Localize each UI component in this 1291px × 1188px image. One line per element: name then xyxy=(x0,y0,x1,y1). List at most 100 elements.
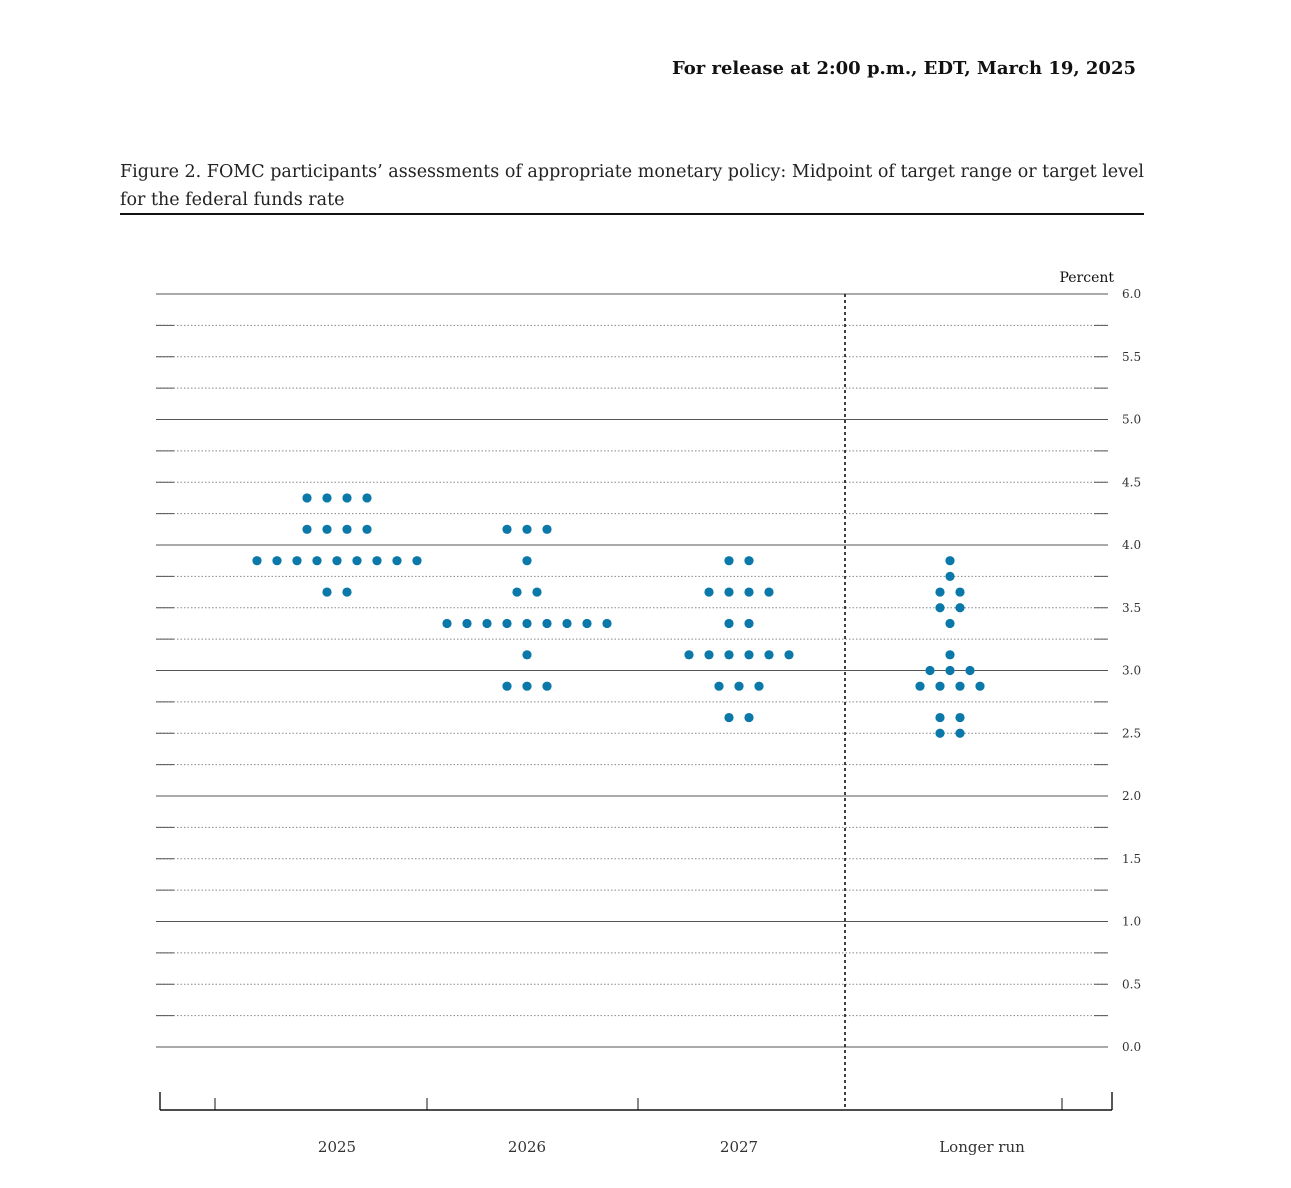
dot-point xyxy=(372,556,382,566)
dot-point xyxy=(322,587,332,597)
dots-layer xyxy=(252,493,985,738)
dot-point xyxy=(724,556,734,566)
x-category-label: Longer run xyxy=(939,1138,1025,1156)
x-axis: 2025 2026 2027 Longer run xyxy=(159,294,1113,1156)
dot-point xyxy=(744,556,754,566)
dot-point xyxy=(362,524,372,534)
dot-point xyxy=(955,587,965,597)
y-tick-label: 3.0 xyxy=(1122,664,1141,678)
figure-caption: Figure 2. FOMC participants’ assessments… xyxy=(120,162,1144,210)
dot-point xyxy=(744,712,754,723)
dot-point xyxy=(935,712,945,723)
dot-point xyxy=(704,587,714,597)
y-tick-label: 6.0 xyxy=(1122,287,1141,301)
dot-point xyxy=(744,618,754,629)
dot-point xyxy=(602,618,612,629)
dot-point xyxy=(322,524,332,534)
dot-point xyxy=(582,618,592,629)
dot-point xyxy=(965,665,975,676)
dot-point xyxy=(955,728,965,738)
dot-point xyxy=(342,493,352,503)
gridlines xyxy=(156,293,1108,1048)
dot-point xyxy=(935,587,945,597)
dot-point xyxy=(955,603,965,613)
dot-point xyxy=(512,587,522,597)
y-tick-label: 0.5 xyxy=(1122,977,1141,991)
dot-point xyxy=(302,493,312,503)
dot-point xyxy=(542,524,552,534)
dot-point xyxy=(302,524,312,534)
dot-point xyxy=(955,712,965,723)
dot-point xyxy=(352,556,362,566)
dot-point xyxy=(502,524,512,534)
dot-point xyxy=(312,556,322,566)
x-category-label: 2025 xyxy=(318,1138,356,1156)
dot-point xyxy=(935,728,945,738)
dot-point xyxy=(754,681,764,691)
y-tick-label: 1.5 xyxy=(1122,852,1141,866)
dot-point xyxy=(935,681,945,691)
y-tick-label: 5.0 xyxy=(1122,413,1141,427)
y-tick-label: 2.5 xyxy=(1122,726,1141,740)
dot-point xyxy=(955,681,965,691)
dot-point xyxy=(744,587,754,597)
dot-point xyxy=(412,556,422,566)
dot-point xyxy=(562,618,572,629)
dot-point xyxy=(272,556,282,566)
dot-point xyxy=(252,556,262,566)
dot-point xyxy=(724,712,734,723)
dot-point xyxy=(784,650,794,660)
y-tick-label: 5.5 xyxy=(1122,350,1141,364)
caption-rule xyxy=(120,213,1144,215)
y-axis: 0.0 0.5 1.0 1.5 2.0 2.5 3.0 3.5 4.0 4.5 5.0 5.5 6.0 xyxy=(1122,287,1141,1054)
dot-point xyxy=(724,650,734,660)
dot-point xyxy=(684,650,694,660)
dot-point xyxy=(292,556,302,566)
dot-point xyxy=(522,556,532,566)
y-axis-unit-label: Percent xyxy=(1059,270,1114,286)
x-category-label: 2026 xyxy=(508,1138,546,1156)
dot-point xyxy=(724,618,734,629)
dot-point xyxy=(532,587,542,597)
dot-point xyxy=(542,618,552,629)
dot-point xyxy=(935,603,945,613)
dot-point xyxy=(945,665,955,676)
dot-point xyxy=(915,681,925,691)
dot-point xyxy=(542,681,552,691)
dot-point xyxy=(442,618,452,629)
dot-point xyxy=(764,650,774,660)
y-tick-label: 4.0 xyxy=(1122,538,1141,552)
y-tick-label: 3.5 xyxy=(1122,601,1141,615)
dot-point xyxy=(482,618,492,629)
dot-point xyxy=(342,524,352,534)
dot-point xyxy=(462,618,472,629)
dot-point xyxy=(502,618,512,629)
dot-point xyxy=(704,650,714,660)
y-tick-label: 4.5 xyxy=(1122,475,1141,489)
x-category-label: 2027 xyxy=(720,1138,758,1156)
dot-point xyxy=(522,524,532,534)
y-tick-label: 2.0 xyxy=(1122,789,1141,803)
release-line: For release at 2:00 p.m., EDT, March 19,… xyxy=(671,58,1136,79)
dot-point xyxy=(522,681,532,691)
dot-point xyxy=(724,587,734,597)
dot-point xyxy=(522,618,532,629)
dot-point xyxy=(744,650,754,660)
dot-point xyxy=(392,556,402,566)
dot-point xyxy=(522,650,532,660)
y-tick-label: 0.0 xyxy=(1122,1040,1141,1054)
y-tick-label: 1.0 xyxy=(1122,915,1141,929)
dot-point xyxy=(714,681,724,691)
dot-point xyxy=(975,681,985,691)
dot-point xyxy=(362,493,372,503)
dot-point xyxy=(764,587,774,597)
dot-point xyxy=(332,556,342,566)
dot-point xyxy=(502,681,512,691)
dot-point xyxy=(734,681,744,691)
dot-point xyxy=(925,665,935,676)
dot-point xyxy=(322,493,332,503)
dot-point xyxy=(945,571,955,581)
dot-point xyxy=(945,618,955,629)
